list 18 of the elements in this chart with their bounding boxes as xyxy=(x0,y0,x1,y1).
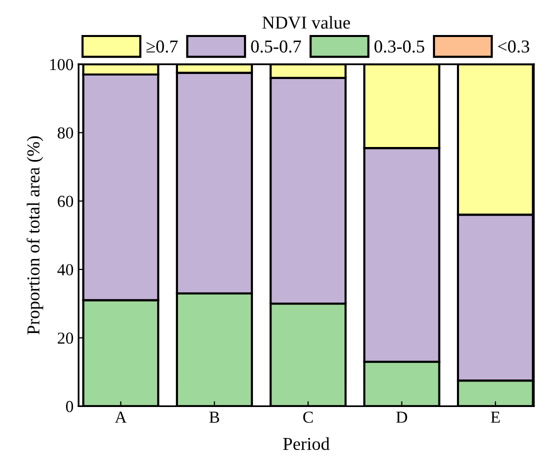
legend-label: 0.3-0.5 xyxy=(374,40,424,53)
x-tick-label: A xyxy=(114,412,127,423)
y-tick-label: 100 xyxy=(50,58,74,70)
legend-label: 0.5-0.7 xyxy=(251,40,302,53)
x-axis-title: Period xyxy=(283,437,330,450)
legend-label: ≥0.7 xyxy=(146,40,178,53)
y-tick-label: 0 xyxy=(66,400,74,412)
y-axis-title: Proportion of total area (%) xyxy=(26,136,44,334)
y-tick-label: 80 xyxy=(58,127,74,139)
y-tick-label: 20 xyxy=(58,332,74,344)
x-tick-label: B xyxy=(209,412,220,423)
x-tick-label: C xyxy=(303,412,313,423)
y-tick-label: 40 xyxy=(57,264,74,276)
y-tick-label: 60 xyxy=(58,196,74,207)
legend-title: NDVI value xyxy=(262,16,350,29)
x-tick-label: D xyxy=(396,412,408,423)
legend-label: <0.3 xyxy=(498,40,530,53)
x-tick-label: E xyxy=(490,412,500,423)
